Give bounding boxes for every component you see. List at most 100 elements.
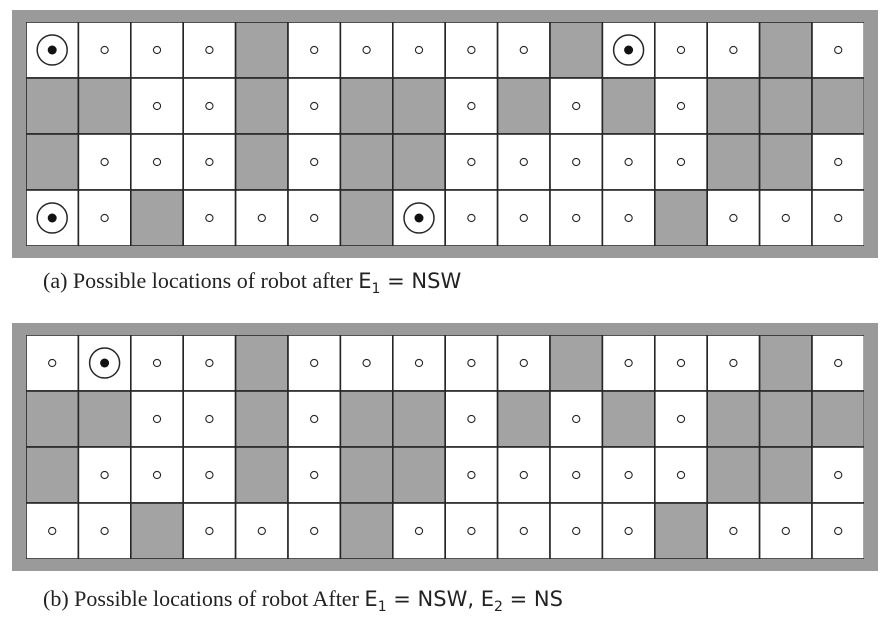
wall-cell (339, 133, 394, 191)
wall-cell (601, 77, 656, 135)
wall-cell (234, 22, 289, 79)
robot-location-ring (88, 347, 121, 379)
possible-location-marker (729, 45, 738, 55)
panel-a-e1-symbol: E (358, 269, 372, 293)
robot-location-ring (403, 202, 435, 234)
possible-location-marker (467, 213, 476, 223)
wall-cell (653, 502, 708, 559)
possible-location-marker (100, 526, 109, 536)
wall-cell (758, 77, 813, 135)
possible-location-marker (257, 526, 266, 536)
possible-location-marker (152, 45, 162, 55)
wall-cell (77, 77, 132, 135)
possible-location-marker (519, 358, 528, 368)
robot-location-dot (47, 213, 57, 223)
possible-location-marker (676, 45, 686, 55)
possible-location-marker (519, 470, 528, 480)
possible-location-marker (152, 414, 162, 424)
panel-a-e1-value: = NSW (380, 269, 462, 293)
wall-cell (234, 77, 289, 135)
possible-location-marker (572, 157, 581, 167)
panel-a-caption-prefix: (a) Possible locations of robot after (43, 268, 359, 293)
wall-cell (496, 390, 551, 448)
wall-cell (339, 77, 394, 135)
wall-cell (391, 390, 446, 448)
panel-b-e2-index: 2 (494, 599, 503, 616)
possible-location-marker (781, 526, 790, 536)
wall-cell (234, 335, 289, 392)
free-cell (391, 189, 446, 246)
wall-cell (26, 390, 80, 448)
panel-b-frame (12, 323, 878, 571)
possible-location-marker (310, 470, 319, 480)
possible-location-marker (834, 213, 843, 223)
possible-location-marker (729, 358, 738, 368)
possible-location-marker (572, 414, 581, 424)
panel-a-frame (12, 10, 878, 258)
wall-cell (234, 390, 289, 448)
possible-location-marker (362, 358, 371, 368)
possible-location-marker (152, 470, 162, 480)
wall-cell (601, 390, 656, 448)
wall-cell (758, 390, 813, 448)
wall-cell (496, 77, 551, 135)
panel-b-e1-index: 1 (377, 599, 387, 616)
possible-location-marker (467, 101, 476, 111)
possible-location-marker (519, 526, 528, 536)
possible-location-marker (48, 358, 57, 368)
possible-location-marker (205, 45, 214, 55)
possible-location-marker (205, 101, 214, 111)
wall-cell (758, 22, 813, 79)
possible-location-marker (414, 526, 424, 536)
panel-b-grid (26, 335, 864, 559)
possible-location-marker (467, 45, 476, 55)
possible-location-marker (205, 526, 214, 536)
wall-cell (339, 502, 394, 559)
wall-cell (77, 390, 132, 448)
possible-location-marker (467, 470, 476, 480)
possible-location-marker (362, 45, 371, 55)
possible-location-marker (100, 45, 109, 55)
panel-b-e1-symbol: E (364, 587, 378, 611)
possible-location-marker (310, 414, 319, 424)
possible-location-marker (310, 157, 319, 167)
wall-cell (653, 189, 708, 246)
possible-location-marker (676, 414, 686, 424)
wall-cell (758, 335, 813, 392)
free-cell (811, 189, 864, 246)
possible-location-marker (152, 157, 162, 167)
possible-location-marker (414, 358, 424, 368)
panel-b-caption-prefix: (b) Possible locations of robot After (43, 586, 365, 611)
possible-location-marker (100, 157, 109, 167)
wall-cell (758, 446, 813, 504)
robot-location-ring (36, 34, 68, 66)
wall-cell (234, 446, 289, 504)
possible-location-marker (152, 358, 162, 368)
possible-location-marker (100, 213, 109, 223)
wall-cell (26, 77, 80, 135)
possible-location-marker (572, 526, 581, 536)
wall-cell (26, 446, 80, 504)
possible-location-marker (834, 157, 843, 167)
wall-cell (811, 390, 864, 448)
robot-location-ring (36, 202, 68, 234)
possible-location-marker (48, 526, 57, 536)
possible-location-marker (676, 470, 686, 480)
panel-a-e1-index: 1 (371, 281, 381, 298)
possible-location-marker (467, 358, 476, 368)
wall-cell (549, 335, 604, 392)
free-cell (26, 502, 80, 559)
wall-cell (811, 77, 864, 135)
free-cell (811, 446, 864, 504)
panel-b-e2-value: = NS (502, 587, 563, 611)
panel-b-caption: (b) Possible locations of robot After E1… (43, 586, 563, 615)
possible-location-marker (205, 213, 214, 223)
wall-cell (130, 189, 185, 246)
possible-location-marker (152, 101, 162, 111)
possible-location-marker (624, 358, 633, 368)
free-cell (182, 446, 237, 504)
wall-cell (391, 133, 446, 191)
possible-location-marker (519, 157, 528, 167)
wall-cell (706, 390, 761, 448)
robot-location-dot (47, 45, 57, 55)
